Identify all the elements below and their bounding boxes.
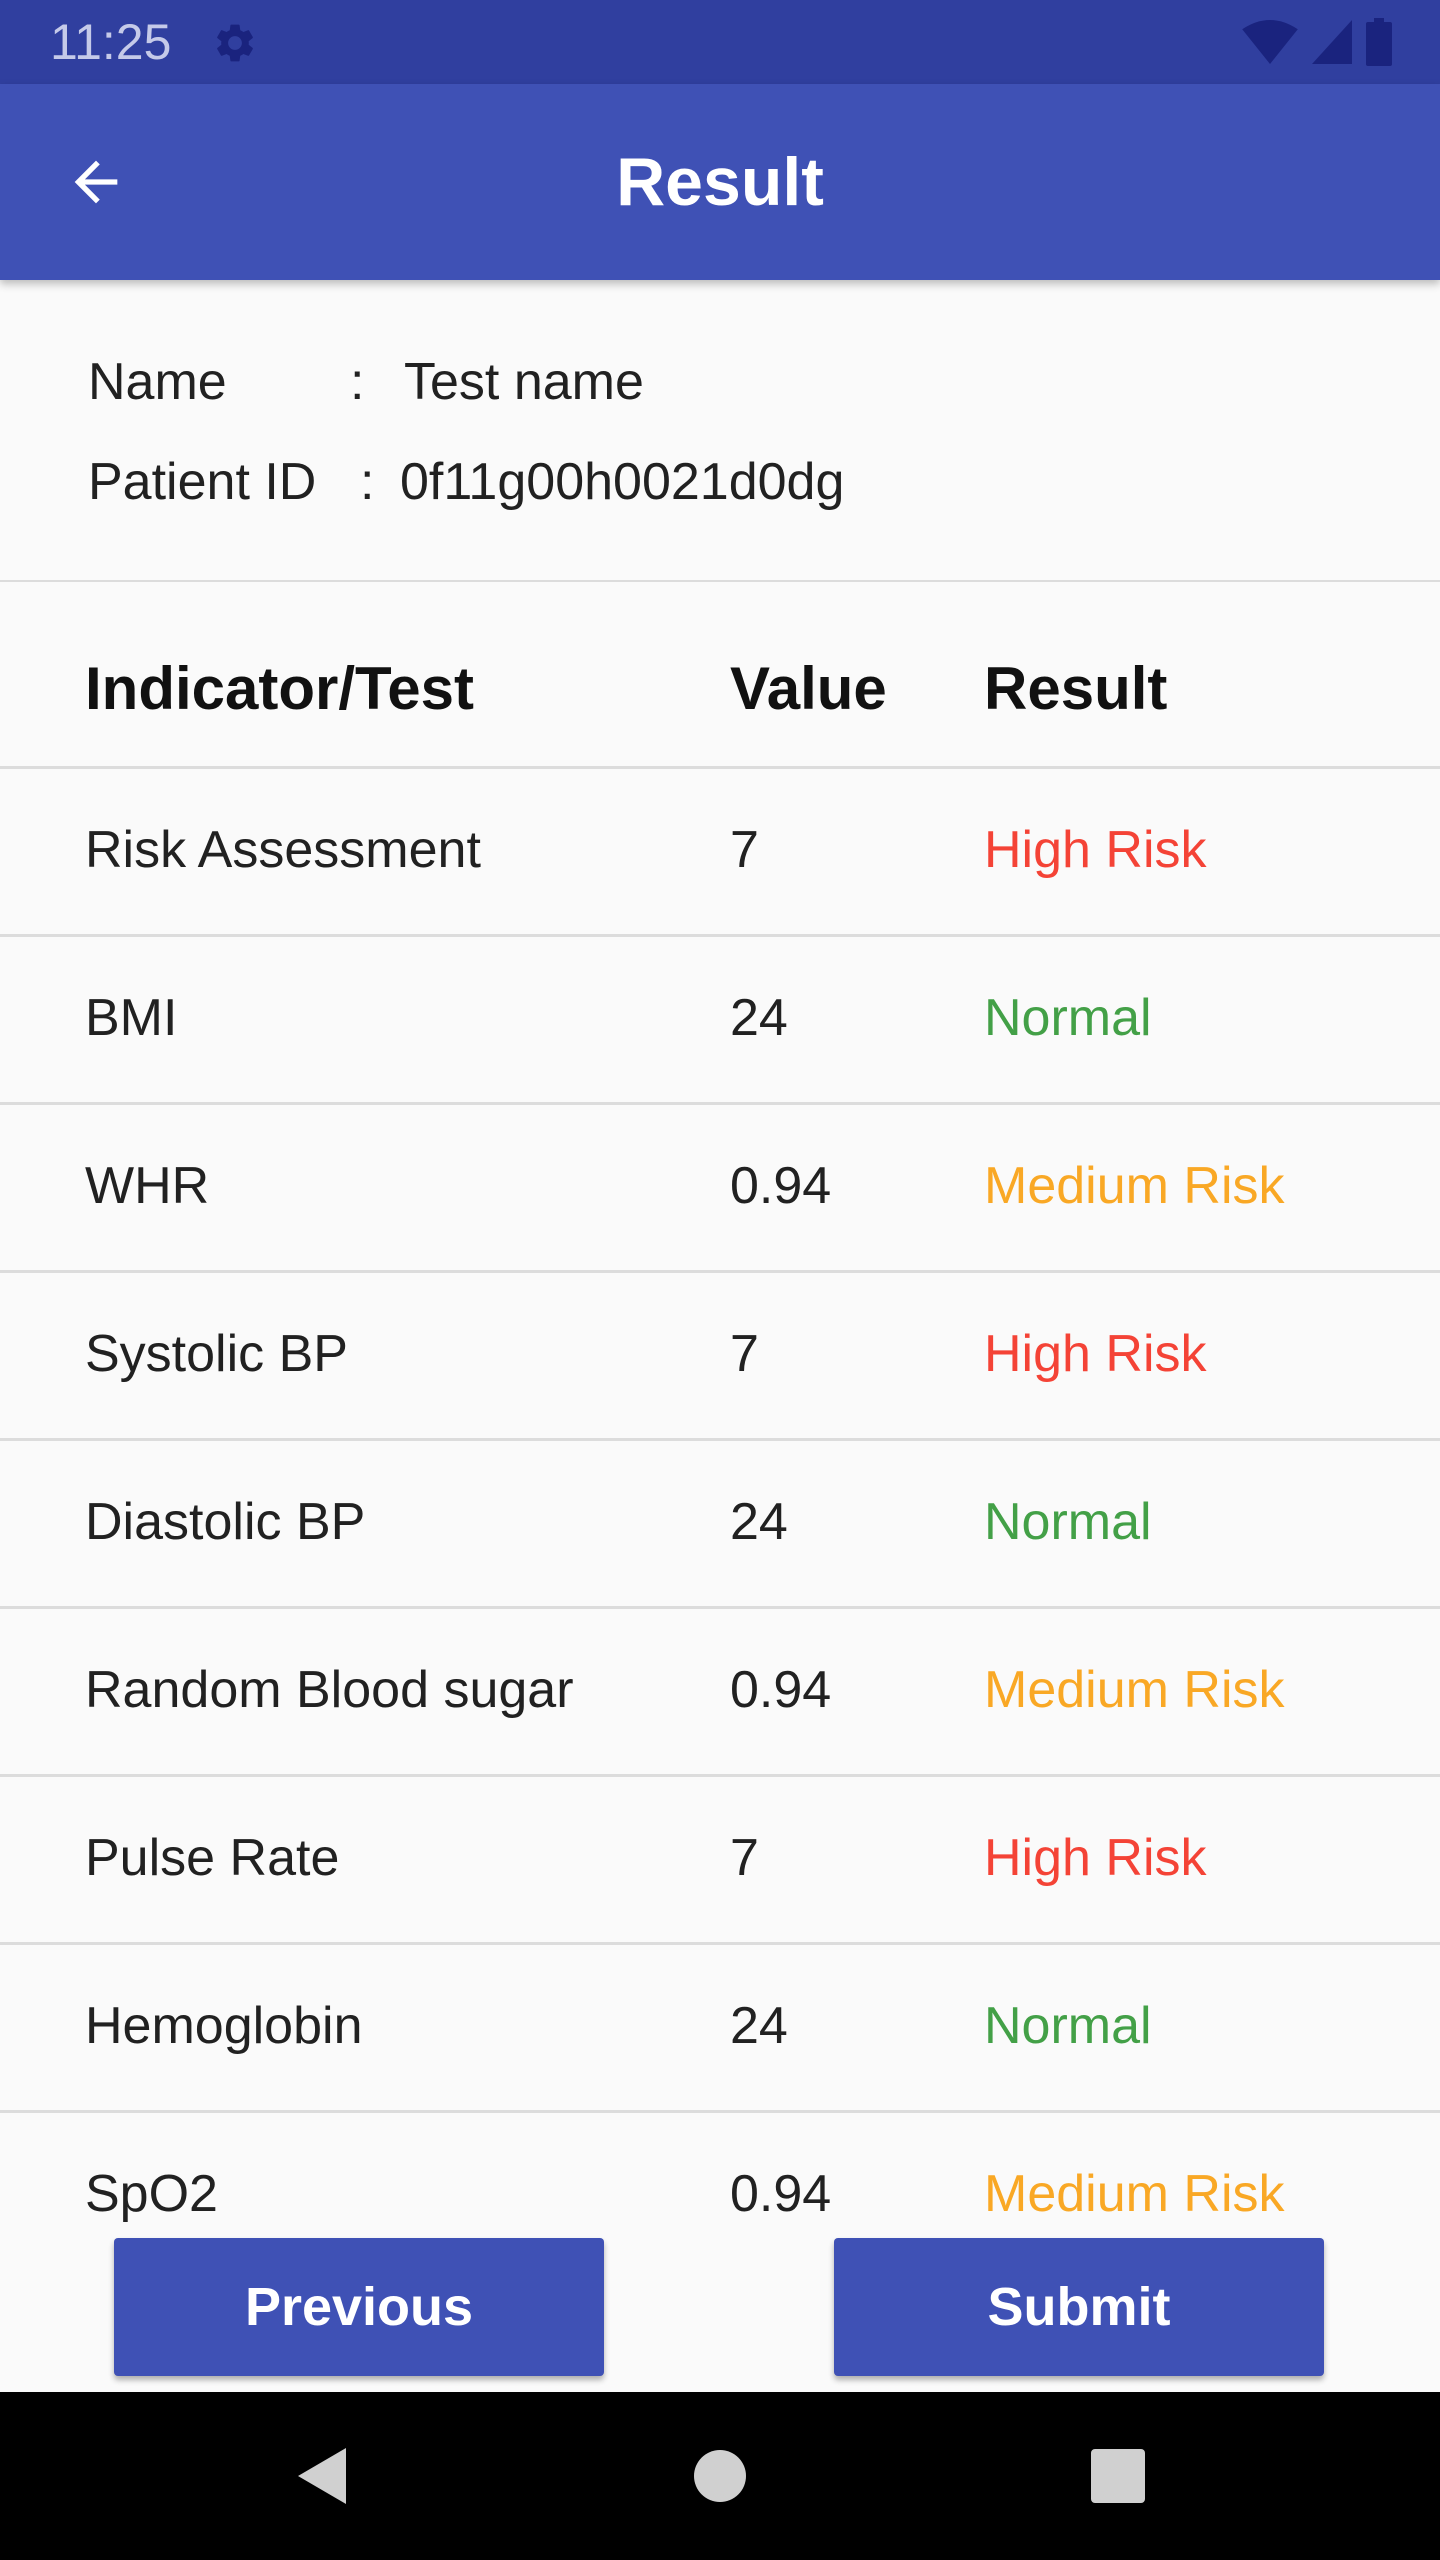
header-value: Value <box>730 655 887 722</box>
arrow-back-icon <box>74 160 118 204</box>
page-title: Result <box>616 144 824 220</box>
battery-icon <box>1366 18 1392 66</box>
row-result: Medium Risk <box>984 2165 1285 2223</box>
table-row: Diastolic BP 24 Normal <box>0 1441 1440 1609</box>
patient-name-value: Test name <box>404 353 644 411</box>
previous-button[interactable]: Previous <box>114 2238 604 2376</box>
row-result: Medium Risk <box>984 1157 1285 1215</box>
table-row: Systolic BP 7 High Risk <box>0 1273 1440 1441</box>
submit-button[interactable]: Submit <box>834 2238 1324 2376</box>
header-result: Result <box>984 655 1168 722</box>
nav-recents-icon <box>1091 2449 1145 2503</box>
results-table: Indicator/Test Value Result Risk Assessm… <box>0 582 1440 2278</box>
row-indicator: SpO2 <box>85 2165 218 2223</box>
row-result: High Risk <box>984 821 1207 879</box>
table-row: Risk Assessment 7 High Risk <box>0 769 1440 937</box>
row-indicator: Hemoglobin <box>85 1997 363 2055</box>
row-value: 24 <box>730 1997 788 2055</box>
row-result: Normal <box>984 1493 1152 1551</box>
row-indicator: Diastolic BP <box>85 1493 366 1551</box>
table-row: WHR 0.94 Medium Risk <box>0 1105 1440 1273</box>
row-value: 7 <box>730 1829 759 1887</box>
patient-name-colon: : <box>350 353 365 411</box>
nav-back-button[interactable] <box>280 2436 360 2516</box>
patient-name-label: Name <box>88 353 227 411</box>
row-value: 0.94 <box>730 2165 832 2223</box>
patient-id-colon: : <box>360 453 375 511</box>
action-bar: Previous Submit <box>0 2220 1440 2390</box>
nav-recents-button[interactable] <box>1078 2436 1158 2516</box>
nav-home-button[interactable] <box>680 2436 760 2516</box>
row-indicator: WHR <box>85 1157 210 1215</box>
status-bar: 11:25 <box>0 0 1440 84</box>
row-indicator: Pulse Rate <box>85 1829 340 1887</box>
row-value: 7 <box>730 821 759 879</box>
table-row: BMI 24 Normal <box>0 937 1440 1105</box>
row-value: 24 <box>730 1493 788 1551</box>
system-nav-bar <box>0 2392 1440 2560</box>
patient-id-value: 0f11g00h0021d0dg <box>400 453 845 511</box>
row-value: 7 <box>730 1325 759 1383</box>
row-result: Normal <box>984 989 1152 1047</box>
row-result: Normal <box>984 1997 1152 2055</box>
patient-info: Name: Test name Patient ID:0f11g00h0021d0… <box>0 280 1440 582</box>
row-indicator: Systolic BP <box>85 1325 348 1383</box>
row-result: High Risk <box>984 1325 1207 1383</box>
table-row: Hemoglobin 24 Normal <box>0 1945 1440 2113</box>
row-value: 24 <box>730 989 788 1047</box>
row-result: Medium Risk <box>984 1661 1285 1719</box>
app-bar: Result <box>0 84 1440 280</box>
signal-icon <box>1312 20 1352 64</box>
gear-icon <box>217 24 253 62</box>
nav-home-icon <box>694 2450 746 2502</box>
table-header: Indicator/Test Value Result <box>0 582 1440 769</box>
table-row: Pulse Rate 7 High Risk <box>0 1777 1440 1945</box>
back-button[interactable] <box>48 134 144 230</box>
row-result: High Risk <box>984 1829 1207 1887</box>
table-row: SpO2 0.94 Medium Risk <box>0 2113 1440 2278</box>
row-indicator: BMI <box>85 989 178 1047</box>
row-value: 0.94 <box>730 1661 832 1719</box>
nav-back-icon <box>298 2448 346 2504</box>
patient-id-label: Patient ID <box>88 453 317 511</box>
table-row: Random Blood sugar 0.94 Medium Risk <box>0 1609 1440 1777</box>
row-indicator: Random Blood sugar <box>85 1661 574 1719</box>
row-value: 0.94 <box>730 1157 832 1215</box>
wifi-icon <box>1242 20 1298 64</box>
header-indicator: Indicator/Test <box>85 655 474 722</box>
patient-id-row: Patient ID:0f11g00h0021d0dg <box>88 452 844 512</box>
row-indicator: Risk Assessment <box>85 821 481 879</box>
status-icons <box>1242 18 1392 66</box>
status-time: 11:25 <box>50 14 172 70</box>
patient-name-row: Name: Test name <box>88 352 644 412</box>
